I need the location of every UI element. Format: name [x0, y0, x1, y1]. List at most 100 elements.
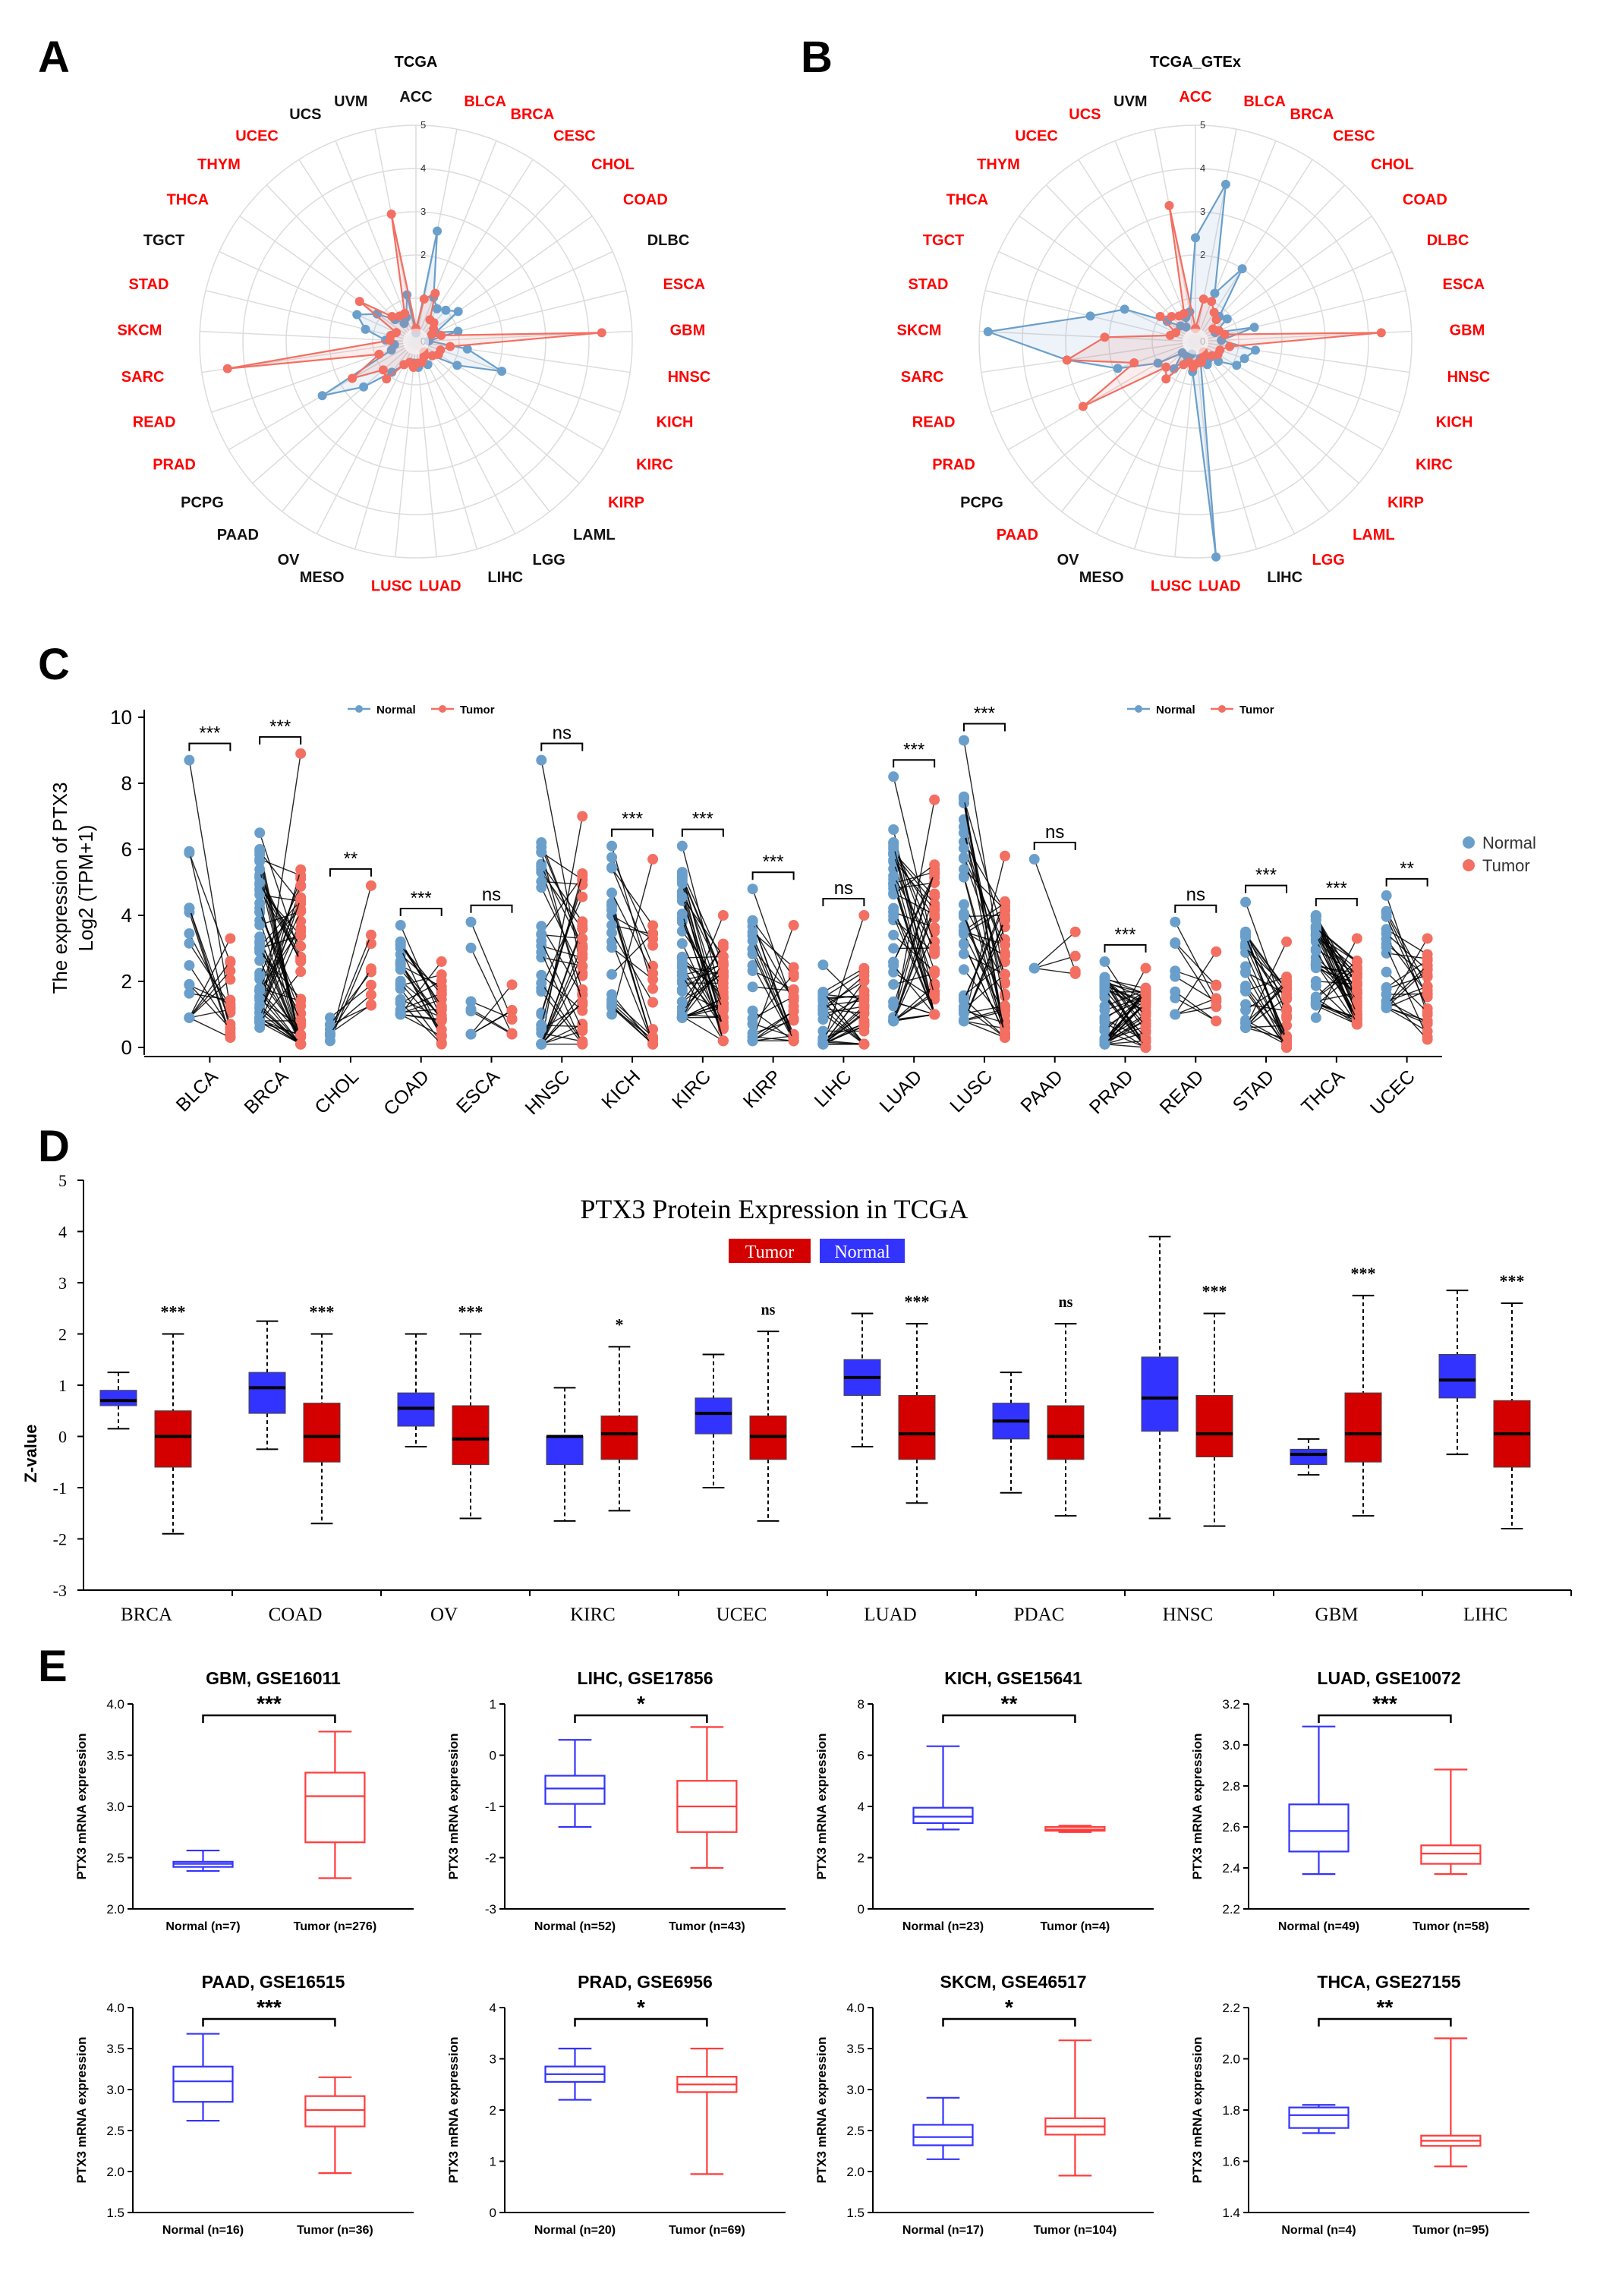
- pair-line: [1245, 985, 1287, 1038]
- normal-point: [254, 943, 266, 954]
- tumor-point: [717, 967, 729, 978]
- radar-category-label: KIRC: [636, 457, 673, 474]
- radar-point-normal: [359, 382, 369, 392]
- pair-line: [822, 1000, 865, 1045]
- x-tick-label: KIRP: [739, 1066, 786, 1112]
- pair-line: [1315, 934, 1358, 1025]
- significance-label: ***: [1351, 1264, 1376, 1283]
- tumor-point: [1351, 933, 1362, 944]
- x-label-tumor: Tumor (n=276): [294, 1920, 377, 1933]
- pair-line: [540, 982, 583, 1043]
- y-tick-label: 1.4: [1222, 2206, 1240, 2220]
- panel-label-b: B: [801, 33, 833, 82]
- y-axis-label: The expression of PTX3: [49, 783, 71, 994]
- legend-tumor-label: Tumor: [1482, 856, 1530, 875]
- radar-point-normal: [1220, 179, 1230, 189]
- pair-line: [540, 952, 583, 1044]
- normal-point: [1310, 921, 1321, 932]
- pair-line: [540, 876, 583, 935]
- tumor-point: [1140, 1042, 1151, 1053]
- y-tick-label: 6: [121, 838, 132, 861]
- pair-line: [188, 908, 231, 1025]
- normal-point: [254, 897, 266, 909]
- pair-line: [1315, 1001, 1358, 1020]
- normal-point: [536, 1038, 547, 1050]
- y-tick-label: 3.0: [106, 1800, 124, 1814]
- y-tick-label: 5: [58, 1171, 67, 1190]
- radar-category-label: THYM: [977, 156, 1020, 173]
- pair-line: [611, 941, 654, 1044]
- pair-line: [822, 1005, 865, 1044]
- radar-spoke: [1133, 341, 1196, 550]
- pair-line: [1386, 1000, 1428, 1024]
- radar-point-normal: [387, 367, 397, 377]
- pair-line: [611, 867, 654, 967]
- pair-line: [259, 1017, 301, 1045]
- pair-line: [893, 1013, 935, 1022]
- pair-line: [682, 965, 724, 1019]
- radar-point-normal: [433, 226, 443, 236]
- tumor-point: [295, 956, 307, 967]
- y-tick-label: 2: [858, 1851, 865, 1866]
- significance-label: ***: [257, 1692, 282, 1715]
- normal-point: [817, 987, 829, 998]
- y-tick-label: 4: [490, 2001, 496, 2015]
- radar-b-title: TCGA_GTEx: [1150, 54, 1241, 71]
- radar-point-tumor: [378, 365, 388, 375]
- radar-category-label: ESCA: [663, 276, 706, 293]
- normal-point: [676, 877, 688, 889]
- radar-point-normal: [1211, 552, 1221, 562]
- pair-line: [1386, 968, 1428, 1009]
- significance-bracket: [202, 2017, 336, 2027]
- pair-line: [963, 901, 1006, 1000]
- tumor-point: [1351, 971, 1362, 982]
- tumor-point: [999, 904, 1010, 915]
- normal-point: [254, 889, 266, 900]
- radar-spoke: [415, 250, 613, 342]
- normal-point: [747, 883, 758, 895]
- tumor-point: [295, 966, 307, 978]
- radar-category-label: DLBC: [647, 232, 690, 249]
- pair-line: [1245, 965, 1287, 1040]
- tumor-point: [788, 1035, 799, 1047]
- x-label-tumor: Tumor (n=95): [1413, 2224, 1489, 2237]
- pair-line: [259, 960, 301, 1044]
- y-tick-label: 1: [58, 1376, 67, 1395]
- paired-group-hnsc: ns HNSC: [521, 723, 588, 1119]
- x-label-normal: Normal (n=49): [1278, 1920, 1359, 1933]
- normal-point: [888, 978, 899, 990]
- pair-line: [963, 953, 1006, 975]
- tumor-point: [506, 1005, 518, 1016]
- geo-title: LUAD, GSE10072: [1317, 1668, 1460, 1688]
- pair-line: [963, 926, 1006, 997]
- significance-label: ***: [974, 703, 995, 723]
- radar-point-normal: [1214, 357, 1224, 367]
- normal-point: [747, 926, 758, 937]
- pair-line: [1104, 988, 1146, 1008]
- tumor-point: [577, 1024, 588, 1035]
- pair-line: [611, 946, 654, 980]
- normal-point: [536, 986, 547, 997]
- y-tick-label: -3: [53, 1581, 67, 1600]
- radar-tick-label: 3: [420, 206, 426, 217]
- radar-point-normal: [372, 309, 382, 319]
- normal-point: [1310, 928, 1321, 940]
- tumor-point: [929, 990, 940, 1001]
- radar-spoke: [415, 341, 580, 484]
- normal-point: [1099, 974, 1110, 985]
- paired-group-prad: *** PRAD: [1085, 924, 1151, 1118]
- significance-label: ***: [161, 1302, 186, 1321]
- radar-category-label: KICH: [657, 414, 694, 431]
- significance-bracket: [1245, 884, 1288, 893]
- tumor-box: [304, 1772, 366, 1844]
- x-tick-label: OV: [430, 1605, 458, 1625]
- tumor-box: [304, 2095, 366, 2128]
- y-tick-label: -3: [485, 1902, 496, 1916]
- pair-line: [400, 1013, 443, 1037]
- pair-line: [259, 1022, 301, 1045]
- normal-box: [694, 1397, 732, 1435]
- tumor-point: [1140, 962, 1151, 974]
- radar-point-normal: [1113, 364, 1123, 373]
- x-label-normal: Normal (n=16): [162, 2224, 244, 2237]
- radar-point-tumor: [419, 294, 429, 304]
